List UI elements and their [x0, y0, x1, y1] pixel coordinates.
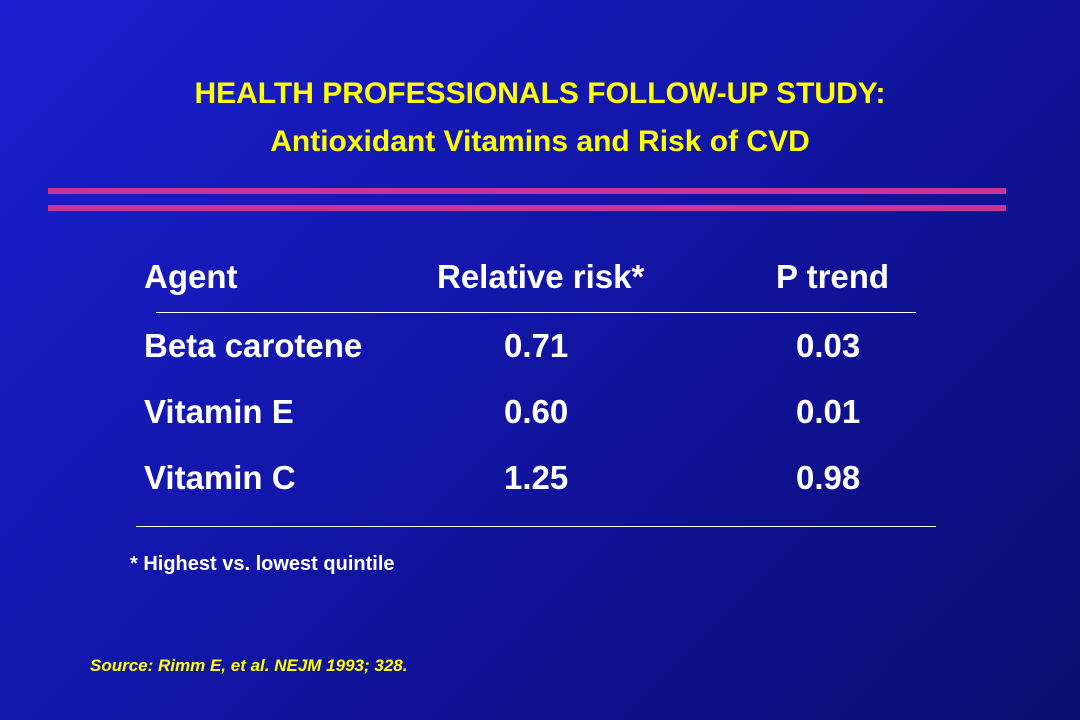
accent-divider-top: [48, 188, 1006, 194]
row-rr-vitamin-c: 1.25: [504, 459, 569, 496]
row-agent-vitamin-e: Vitamin E: [144, 393, 294, 430]
header-agent: Agent: [144, 258, 238, 295]
slide-title: HEALTH PROFESSIONALS FOLLOW-UP STUDY:: [194, 77, 886, 110]
header-relative-risk: Relative risk*: [437, 258, 645, 295]
table-header-rule: [156, 312, 916, 313]
row-rr-beta-carotene: 0.71: [504, 327, 569, 364]
row-p-vitamin-c: 0.98: [796, 459, 861, 496]
row-agent-vitamin-c: Vitamin C: [144, 459, 296, 496]
source-citation: Source: Rimm E, et al. NEJM 1993; 328.: [90, 656, 408, 675]
slide-subtitle: Antioxidant Vitamins and Risk of CVD: [270, 125, 810, 158]
accent-divider-bottom: [48, 205, 1006, 211]
table-footnote: * Highest vs. lowest quintile: [130, 553, 395, 575]
row-rr-vitamin-e: 0.60: [504, 393, 569, 430]
row-agent-beta-carotene: Beta carotene: [144, 327, 363, 364]
header-p-trend: P trend: [776, 258, 890, 295]
table-bottom-rule: [136, 526, 936, 527]
row-p-beta-carotene: 0.03: [796, 327, 861, 364]
row-p-vitamin-e: 0.01: [796, 393, 861, 430]
